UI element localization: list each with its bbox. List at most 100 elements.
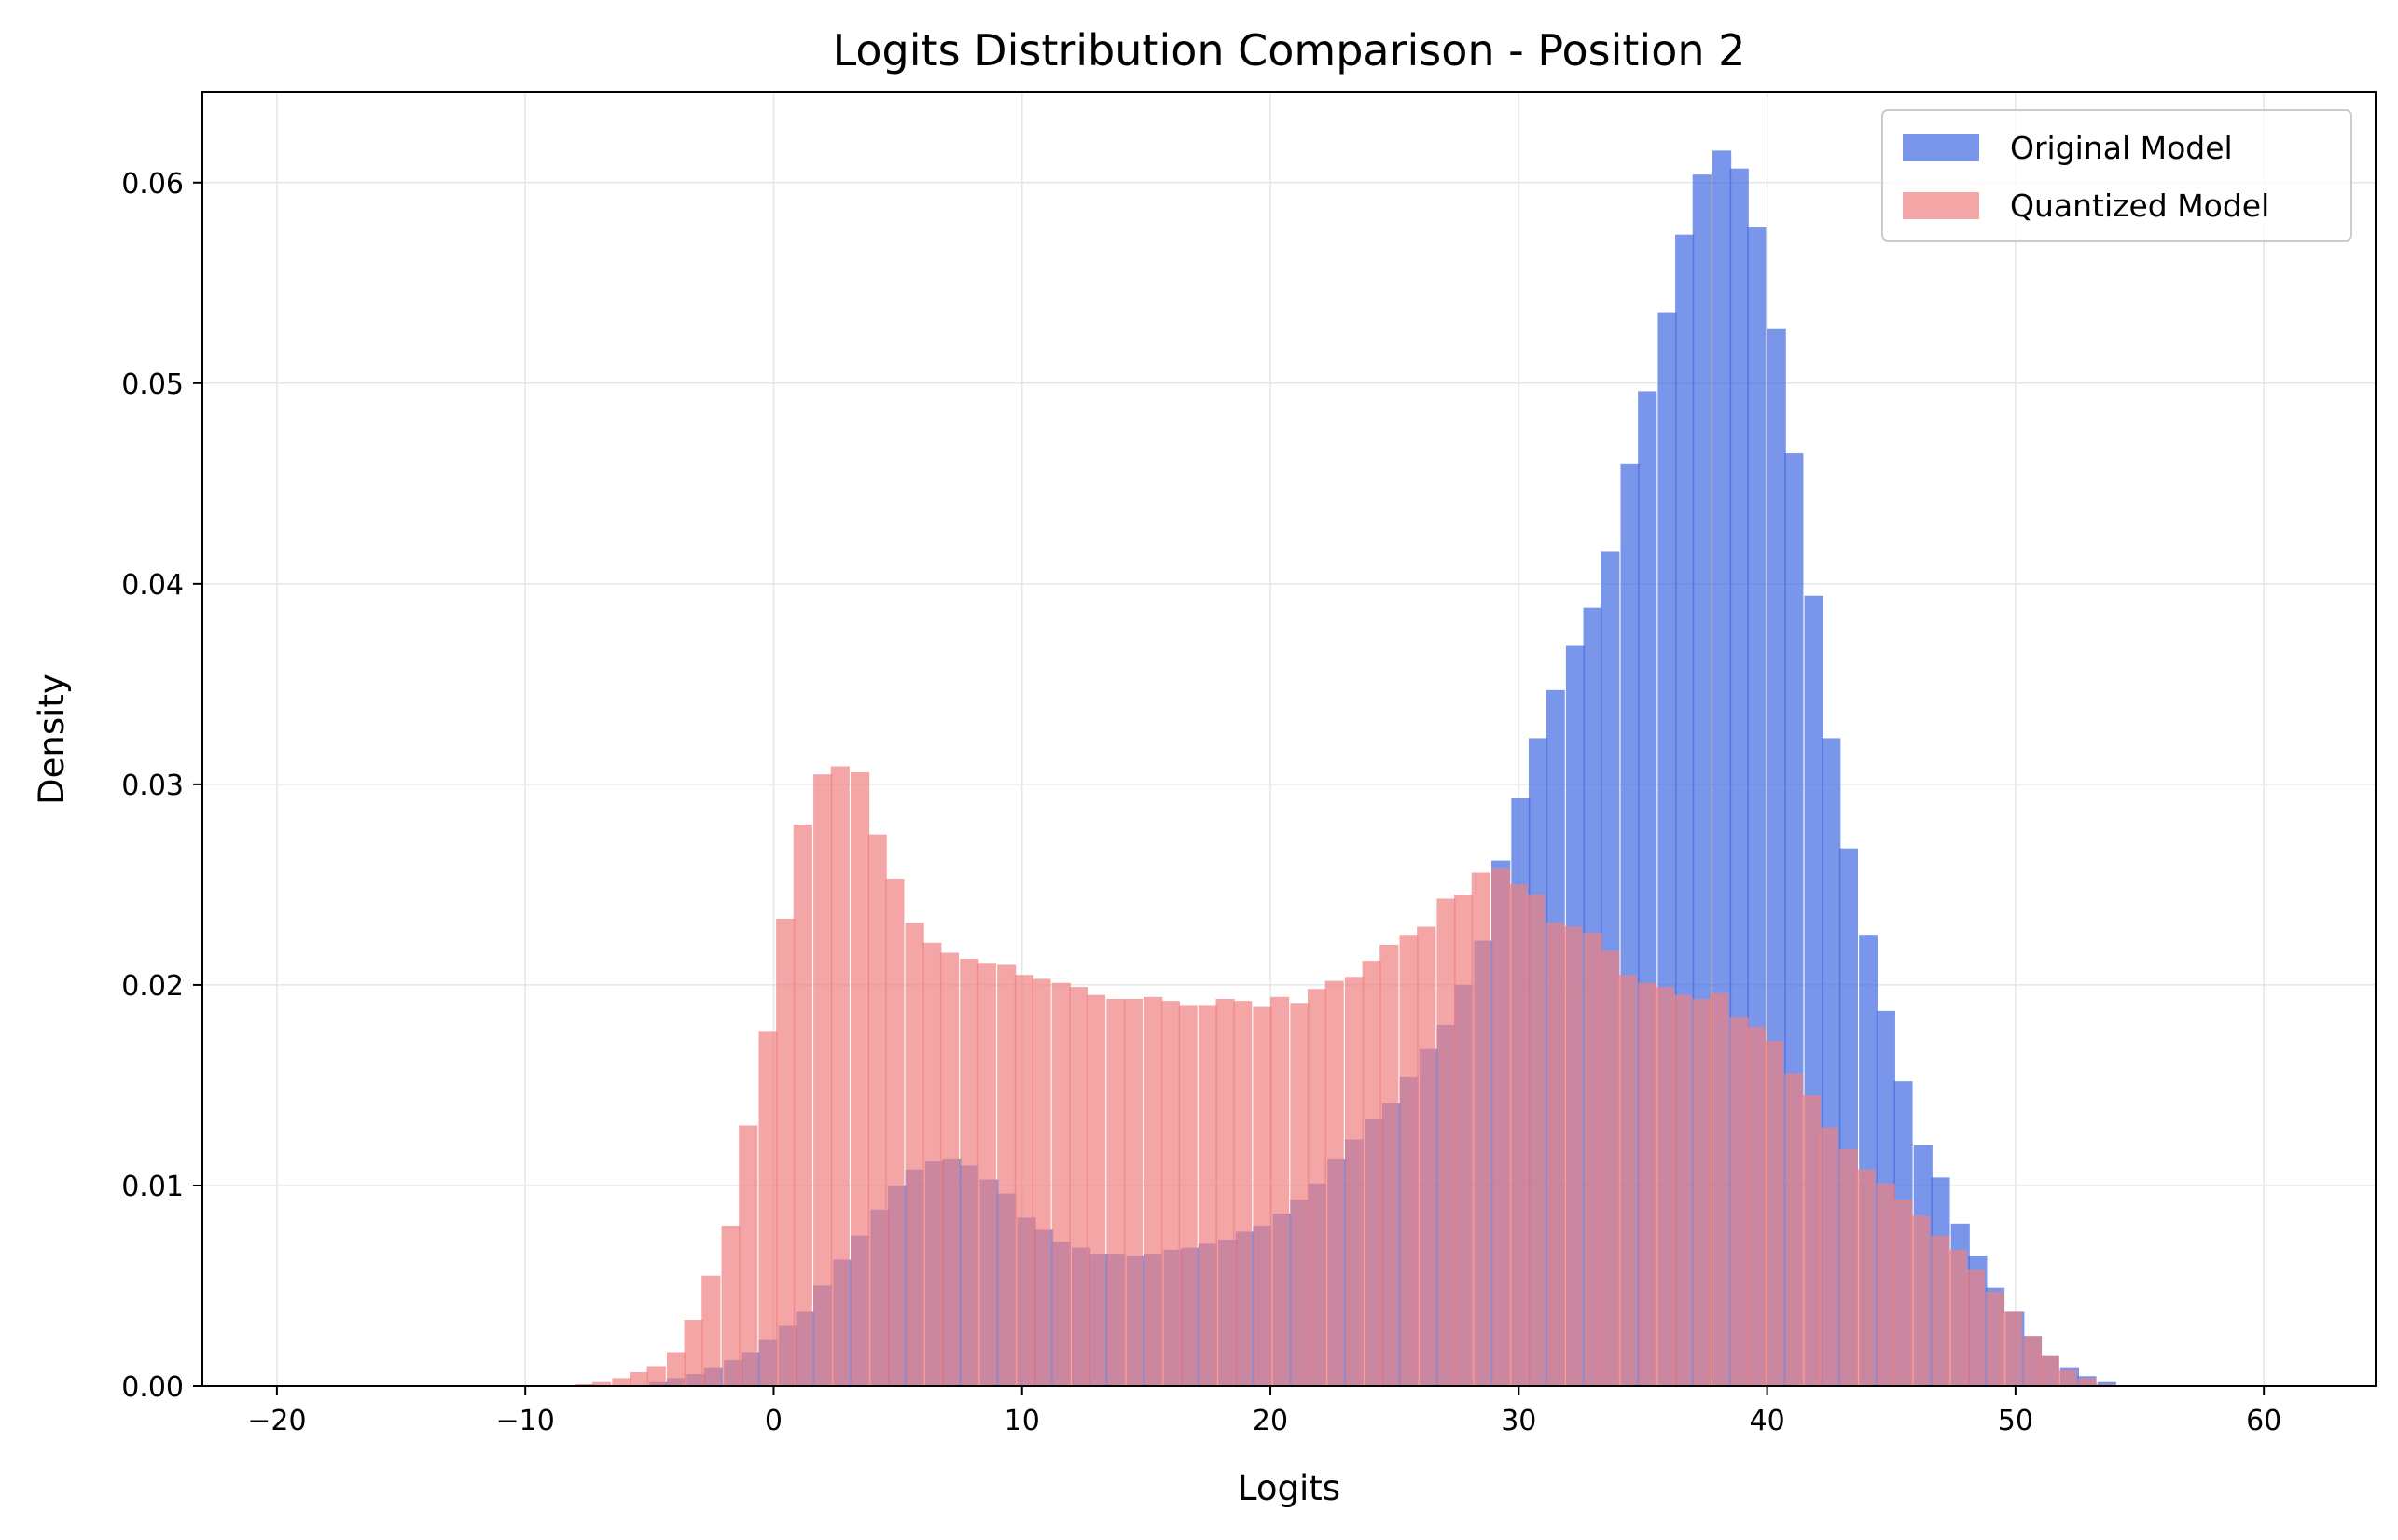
- histogram-bar: [1638, 982, 1657, 1386]
- histogram-bar: [2040, 1355, 2059, 1386]
- histogram-bar: [1526, 895, 1546, 1386]
- histogram-bar: [1508, 884, 1528, 1386]
- histogram-bar: [1178, 1005, 1198, 1386]
- histogram-bar: [1471, 872, 1490, 1386]
- histogram-bar: [1819, 1127, 1838, 1386]
- histogram-bar: [793, 824, 812, 1386]
- histogram-bar: [1069, 987, 1088, 1386]
- histogram-bar: [1601, 950, 1620, 1386]
- histogram-bar: [646, 1366, 666, 1386]
- histogram-bar: [1270, 996, 1290, 1386]
- histogram-bar: [721, 1225, 741, 1386]
- histogram-bar: [851, 771, 870, 1386]
- x-tick-label: 10: [1005, 1405, 1040, 1437]
- axis-ticks: −20 −10 0 10 20 30 40 50 60 0.00 0.01 0.02 0.03 0.04 0…: [121, 168, 2281, 1437]
- y-tick-label: 0.05: [121, 368, 184, 401]
- histogram-bar: [1399, 935, 1419, 1386]
- histogram-bar: [1379, 944, 1399, 1386]
- histogram-bar: [1123, 998, 1144, 1386]
- histogram-bar: [1965, 1269, 1985, 1386]
- histogram-bar: [1546, 923, 1565, 1386]
- histogram-bar: [830, 766, 850, 1386]
- histogram-bar: [1583, 933, 1602, 1386]
- histogram-bar: [1307, 989, 1327, 1386]
- histogram-bar: [1215, 998, 1235, 1386]
- legend-swatch-quantized: [1903, 192, 1979, 219]
- histogram-bar: [1747, 1027, 1767, 1386]
- x-tick-label: 30: [1501, 1405, 1536, 1437]
- histogram-bar: [813, 774, 833, 1386]
- chart-title: Logits Distribution Comparison - Positio…: [833, 25, 1746, 76]
- histogram-bar: [1764, 1041, 1784, 1386]
- y-axis-title: Density: [32, 673, 72, 805]
- histogram-bar: [960, 958, 979, 1386]
- histogram-bar: [1324, 980, 1344, 1386]
- histogram-bar: [1160, 1001, 1181, 1386]
- histogram-bar: [997, 964, 1017, 1386]
- histogram-bar: [1014, 975, 1033, 1386]
- histogram-bar: [1032, 978, 1051, 1386]
- histogram-bar: [1784, 1073, 1804, 1386]
- histogram-bar: [1491, 868, 1511, 1386]
- x-tick-label: 0: [765, 1405, 783, 1437]
- plot-frame: [201, 91, 2377, 1387]
- histogram-bar: [1417, 926, 1436, 1386]
- histogram-bar: [977, 963, 996, 1386]
- histogram-bar: [1233, 1001, 1253, 1386]
- histogram-bar: [575, 1383, 594, 1386]
- histogram-bar: [1362, 961, 1381, 1386]
- histogram-bar: [1106, 998, 1126, 1386]
- x-tick-label: 40: [1750, 1405, 1785, 1437]
- histogram-bar: [776, 918, 796, 1386]
- histogram-bar: [2022, 1336, 2043, 1386]
- y-tick-label: 0.06: [121, 168, 184, 201]
- histogram-bar: [666, 1352, 686, 1386]
- y-tick-label: 0.04: [121, 569, 184, 602]
- histogram-bar: [758, 1031, 778, 1386]
- histogram-bar: [1710, 992, 1729, 1386]
- histogram-bar: [2077, 1378, 2097, 1386]
- histogram-bar: [1617, 975, 1638, 1386]
- histogram-bar: [1563, 926, 1583, 1386]
- x-tick-label: −10: [496, 1405, 555, 1437]
- x-tick-label: −20: [247, 1405, 306, 1437]
- histogram-bar: [922, 942, 942, 1386]
- histogram-bar: [1729, 1017, 1749, 1386]
- y-tick-label: 0.00: [121, 1371, 184, 1404]
- histogram-bar: [1253, 1006, 1272, 1386]
- histogram-bar: [612, 1378, 631, 1386]
- histogram-bar: [1948, 1249, 1968, 1386]
- series-quantized: [575, 766, 2114, 1386]
- legend-box: [1881, 109, 2352, 242]
- histogram-bar: [1290, 1003, 1310, 1386]
- x-tick-label: 20: [1253, 1405, 1288, 1437]
- legend-swatch-original: [1903, 134, 1979, 161]
- histogram-bar: [701, 1275, 721, 1386]
- bars: [575, 150, 2116, 1387]
- histogram-bar: [1344, 977, 1365, 1386]
- histogram-bar: [630, 1371, 649, 1386]
- histogram-bar: [1838, 1149, 1858, 1386]
- histogram-bar: [592, 1381, 612, 1386]
- histogram-bar: [1931, 1235, 1950, 1386]
- histogram-bar: [2095, 1383, 2114, 1386]
- histogram-bar: [1655, 987, 1674, 1386]
- histogram-bar: [1893, 1200, 1913, 1386]
- y-tick-label: 0.01: [121, 1171, 184, 1203]
- histogram-bar: [1086, 994, 1106, 1386]
- histogram-bar: [1801, 1095, 1822, 1386]
- histogram-bar: [1692, 998, 1712, 1386]
- histogram-bar: [1144, 996, 1163, 1386]
- histogram-bar: [1672, 994, 1692, 1386]
- histogram-bar: [1198, 1005, 1217, 1386]
- histogram-bar: [1911, 1215, 1931, 1386]
- y-tick-label: 0.02: [121, 970, 184, 1003]
- histogram-bar: [739, 1125, 758, 1386]
- histogram-bar: [867, 834, 887, 1386]
- histogram-bar: [2003, 1311, 2022, 1386]
- histogram-bar: [1876, 1183, 1895, 1386]
- x-tick-label: 50: [1998, 1405, 2033, 1437]
- histogram-bar: [1436, 898, 1456, 1386]
- legend-label-quantized: Quantized Model: [2010, 187, 2269, 224]
